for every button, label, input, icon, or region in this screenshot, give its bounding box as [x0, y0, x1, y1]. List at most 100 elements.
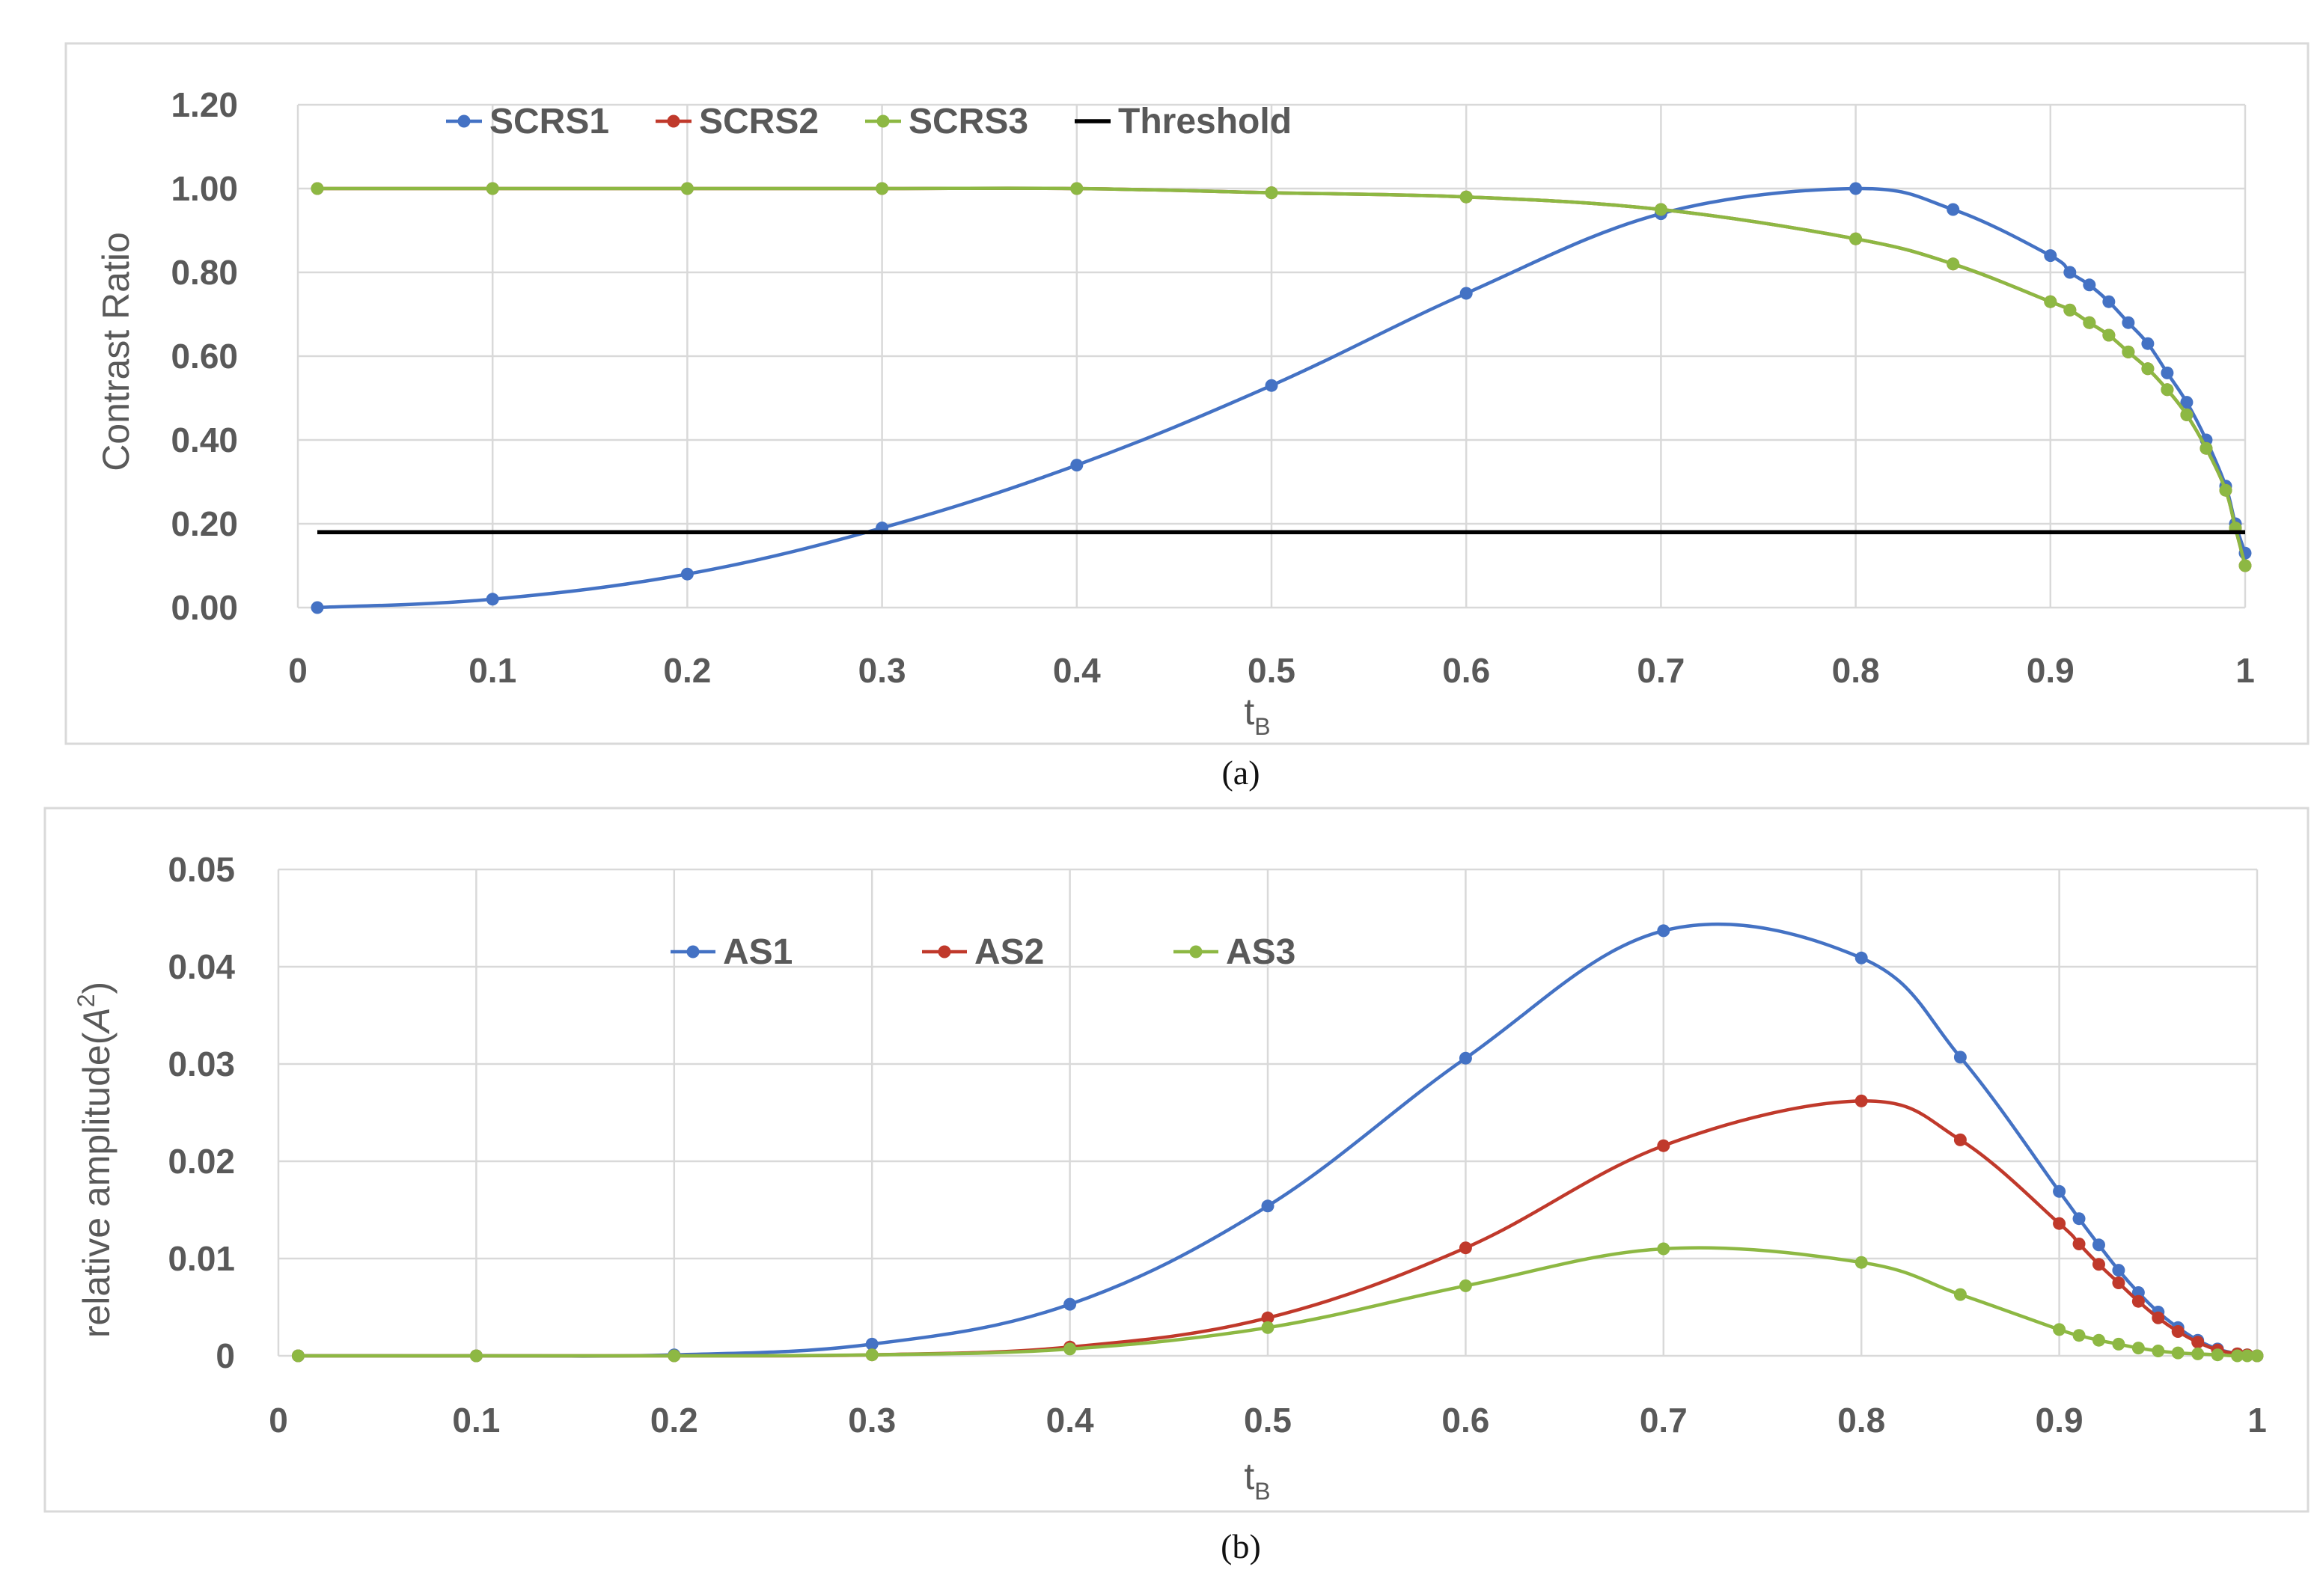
x-tick-label: 0.1	[468, 651, 516, 690]
y-tick-labels-b: 0 0.01 0.02 0.03 0.04 0.05	[168, 850, 235, 1375]
y-tick-label: 0.03	[168, 1045, 235, 1083]
x-tick-label: 0.8	[1837, 1401, 1885, 1440]
chart-panel-a: 0.000.200.400.600.801.001.20 0 0.1 0.2 0.3 0…	[64, 42, 2310, 745]
scrs3-point	[876, 182, 889, 195]
y-tick-label: 0.20	[171, 504, 238, 543]
y-tick-label: 0.60	[171, 337, 238, 376]
x-tick-label: 0.7	[1640, 1401, 1688, 1440]
x-tick-labels-a: 0 0.1 0.2 0.3 0.4 0.5 0.6 0.7 0.8 0.9 1	[288, 651, 2255, 690]
as1-point	[2112, 1264, 2125, 1277]
scrs3-point	[1654, 203, 1667, 216]
scrs1-point	[1265, 379, 1278, 392]
y-axis-label-b: relative amplitude(A2)	[73, 982, 117, 1338]
y-tick-label: 1.20	[171, 85, 238, 124]
as2-point	[2072, 1238, 2086, 1250]
x-tick-label: 0	[269, 1401, 288, 1440]
legend-marker-as1	[686, 945, 700, 958]
as3-point	[2191, 1347, 2205, 1360]
x-tick-labels-b: 0 0.1 0.2 0.3 0.4 0.5 0.6 0.7 0.8 0.9 1	[269, 1401, 2267, 1440]
x-tick-label: 0.5	[1244, 1401, 1292, 1440]
scrs3-point	[1265, 186, 1278, 200]
as2-point	[2112, 1277, 2125, 1289]
as3-point	[291, 1349, 305, 1363]
x-tick-label: 0.2	[650, 1401, 698, 1440]
series-as3	[291, 1242, 2264, 1363]
as1-point	[1063, 1297, 1077, 1311]
x-tick-label: 0.4	[1053, 651, 1101, 690]
scrs1-point	[311, 601, 324, 614]
scrs3-point	[680, 182, 694, 195]
panel-a-frame	[64, 42, 2310, 745]
x-tick-label: 1	[2235, 651, 2255, 690]
y-tick-label: 0.04	[168, 947, 235, 986]
scrs1-point	[2044, 249, 2057, 263]
as1-point	[2072, 1212, 2086, 1226]
as2-point	[2092, 1258, 2105, 1271]
scrs3-point	[2161, 383, 2174, 397]
scrs3-point	[2219, 483, 2232, 497]
x-tick-label: 0.3	[858, 651, 906, 690]
legend-marker-as2	[938, 945, 951, 958]
y-tick-label: 0.02	[168, 1142, 235, 1181]
as2-point	[2152, 1311, 2165, 1324]
y-tick-label: 0.80	[171, 253, 238, 292]
x-tick-label: 0.4	[1046, 1401, 1094, 1440]
legend-item-as2: AS2	[922, 932, 1044, 972]
as3-point	[865, 1348, 879, 1362]
as2-point	[1953, 1133, 1967, 1146]
legend-item-as1: AS1	[671, 932, 793, 972]
x-tick-label: 0.6	[1441, 1401, 1489, 1440]
scrs3-point	[1459, 190, 1473, 204]
legend-b: AS1 AS2 AS3	[671, 932, 1295, 972]
x-axis-label-a: tB	[1244, 691, 1270, 740]
x-tick-label: 1	[2247, 1401, 2267, 1440]
as1-point	[865, 1337, 879, 1351]
scrs1-line	[317, 186, 2247, 610]
scrs1-point	[2180, 396, 2194, 409]
legend-item-scrs3: SCRS3	[865, 102, 1028, 141]
legend-marker-scrs3	[876, 114, 890, 128]
chart-panel-b: 0 0.01 0.02 0.03 0.04 0.05 0 0.1 0.2 0.3 0.4 0.5 0.…	[43, 807, 2310, 1513]
scrs3-point	[2083, 316, 2096, 329]
x-tick-label: 0.1	[452, 1401, 500, 1440]
x-axis-label-b: tB	[1244, 1455, 1270, 1505]
as3-point	[2112, 1337, 2125, 1351]
legend-marker-scrs2	[667, 114, 680, 128]
scrs1-point	[1459, 287, 1473, 300]
x-tick-label: 0.9	[2027, 651, 2075, 690]
as3-point	[1854, 1256, 1868, 1269]
series-b	[291, 922, 2264, 1363]
as1-point	[2092, 1238, 2105, 1252]
legend-marker-as3	[1189, 945, 1203, 958]
y-tick-label: 0.00	[171, 588, 238, 627]
scrs3-point	[2063, 303, 2077, 317]
scrs3-point	[1947, 257, 1960, 271]
scrs3-point	[2044, 295, 2057, 308]
legend-label-scrs2: SCRS2	[699, 102, 819, 141]
scrs1-point	[486, 593, 499, 606]
as3-point	[1953, 1288, 1967, 1301]
as2-point	[2191, 1336, 2205, 1349]
scrs1-point	[2161, 366, 2174, 379]
as1-point	[1459, 1051, 1472, 1065]
as3-point	[1261, 1321, 1274, 1334]
scrs3-point	[311, 182, 324, 195]
scrs1-point	[2102, 295, 2116, 308]
y-tick-labels-a: 0.00 0.20 0.40 0.60 0.80 1.00 1.20	[171, 85, 238, 627]
as1-point	[2053, 1184, 2066, 1198]
y-tick-label: 1.00	[171, 169, 238, 208]
series-scrs3	[311, 182, 2252, 572]
legend-item-scrs1: SCRS1	[446, 102, 609, 141]
as3-point	[2231, 1349, 2244, 1363]
as3-point	[1063, 1342, 1077, 1356]
as2-point	[1854, 1094, 1868, 1107]
scrs1-point	[2083, 278, 2096, 292]
legend-label-as1: AS1	[723, 932, 793, 972]
as2-point	[2171, 1325, 2185, 1338]
as2-point	[2053, 1217, 2066, 1230]
as3-point	[2053, 1323, 2066, 1336]
x-tick-label: 0	[288, 651, 308, 690]
x-tick-label: 0.8	[1832, 651, 1880, 690]
scrs3-point	[2102, 328, 2116, 342]
as3-point	[2241, 1349, 2254, 1363]
